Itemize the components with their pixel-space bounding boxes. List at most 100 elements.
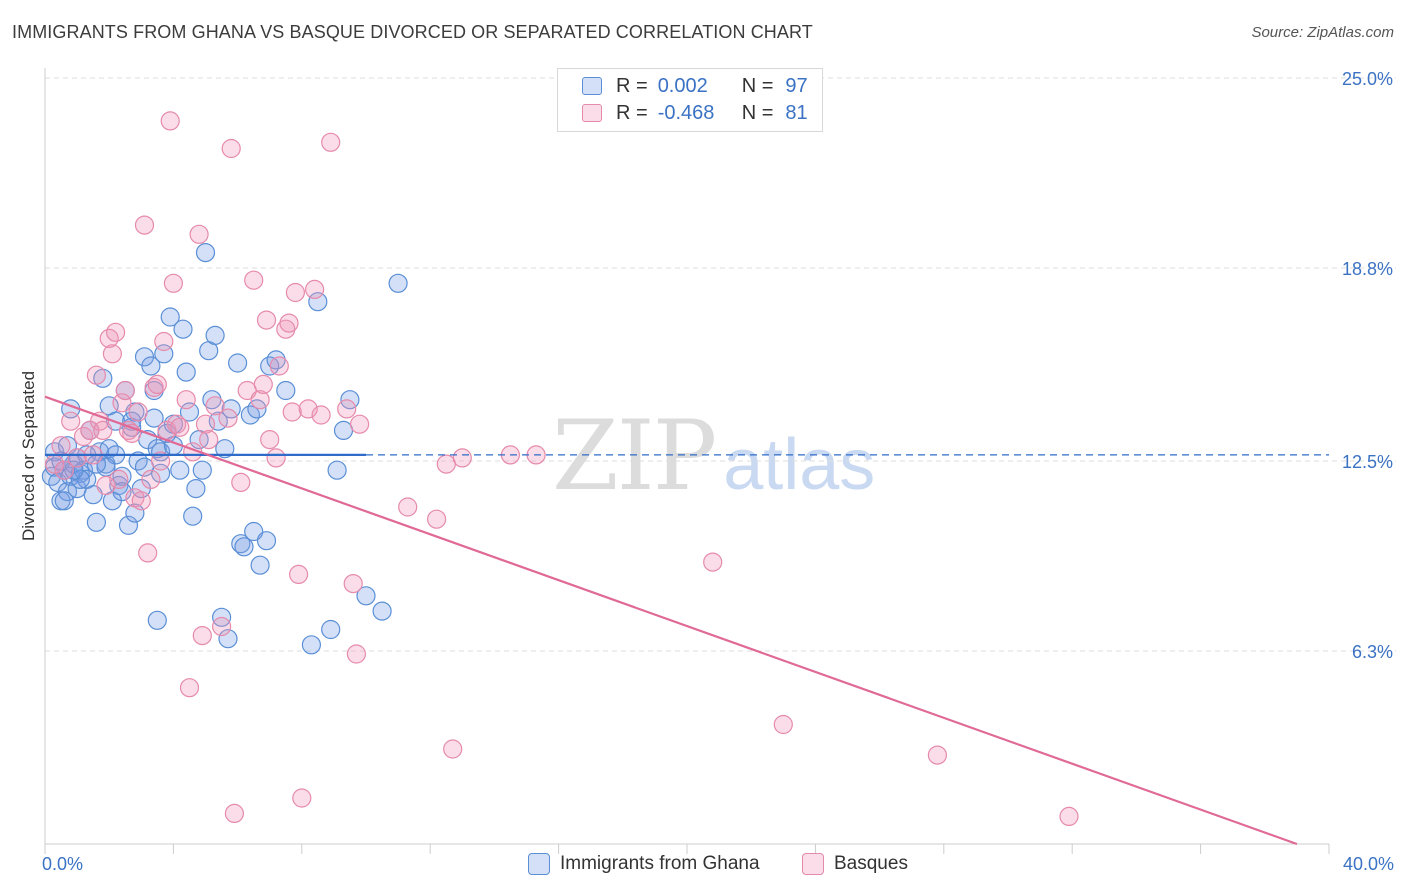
basque-point-15	[109, 469, 129, 489]
legend-r-value: -0.468	[657, 101, 715, 124]
basque-point-51	[253, 374, 273, 394]
basque-point-59	[285, 282, 305, 303]
basque-point-21	[128, 402, 148, 422]
basque-point-17	[115, 380, 135, 401]
basque-point-32	[163, 273, 183, 293]
basque-point-44	[218, 408, 238, 428]
ghana-point-55	[205, 325, 225, 345]
basque-trend-line	[44, 395, 1298, 846]
basque-point-26	[144, 377, 164, 398]
basque-point-67	[343, 573, 363, 594]
ghana-point-62	[231, 534, 251, 554]
stats-legend: R = 0.002 N = 97 R = -0.468 N = 81	[557, 68, 823, 132]
ghana-point-80	[388, 273, 408, 293]
basque-point-13	[102, 344, 123, 364]
legend-n-label: N =	[741, 74, 774, 97]
basque-point-25	[141, 469, 161, 489]
basque-point-46	[224, 803, 244, 824]
basque-point-72	[443, 739, 463, 759]
y-tick-label-2: 18.8%	[1342, 259, 1393, 279]
source-credit: Source: ZipAtlas.com	[1251, 24, 1394, 41]
series-basque-points	[44, 111, 1079, 827]
watermark-atlas: atlas	[723, 425, 876, 505]
basque-point-45	[221, 138, 241, 159]
basque-point-4	[67, 448, 87, 468]
basque-point-28	[151, 451, 171, 471]
ghana-point-76	[333, 420, 354, 440]
basque-point-14	[105, 322, 126, 342]
ghana-point-49	[186, 479, 206, 499]
basque-point-3	[61, 411, 81, 431]
basque-point-71	[427, 509, 447, 529]
basque-point-52	[256, 310, 277, 330]
ghana-point-29	[118, 515, 139, 535]
legend-label-ghana: Immigrants from Ghana	[560, 853, 760, 874]
basque-point-24	[138, 543, 158, 563]
basque-point-22	[131, 491, 151, 511]
legend-n-value: 97	[785, 74, 808, 97]
basque-point-61	[292, 788, 312, 808]
basque-point-50	[250, 390, 270, 410]
ghana-point-19	[86, 512, 107, 532]
ghana-point-51	[192, 460, 212, 480]
basque-point-16	[112, 393, 132, 413]
basque-point-69	[350, 414, 370, 434]
ghana-point-67	[250, 555, 270, 575]
legend-item-basque: Basques	[802, 851, 908, 877]
y-tick-label-0: 6.3%	[1352, 642, 1393, 662]
legend-swatch-ghana	[528, 853, 550, 875]
basque-point-53	[260, 430, 280, 450]
ghana-point-79	[372, 601, 392, 621]
basque-point-64	[311, 405, 331, 425]
basque-point-60	[289, 564, 309, 585]
basque-point-10	[93, 420, 113, 440]
basque-point-65	[321, 132, 341, 152]
ghana-point-58	[215, 439, 235, 459]
x-tick-label-min: 0.0%	[42, 854, 83, 874]
ghana-point-52	[195, 243, 216, 263]
ghana-point-38	[147, 439, 167, 459]
ghana-point-46	[176, 362, 196, 382]
basque-point-54	[266, 448, 286, 468]
basque-point-41	[199, 430, 219, 450]
basque-point-40	[195, 414, 216, 434]
ghana-point-73	[308, 292, 328, 312]
ghana-point-36	[141, 356, 161, 376]
ghana-point-68	[256, 531, 277, 551]
axes	[44, 68, 1330, 854]
watermark-zip: ZIP	[552, 400, 717, 512]
legend-swatch-ghana	[582, 77, 602, 95]
basque-point-36	[179, 678, 200, 698]
basque-point-34	[170, 417, 190, 437]
ghana-point-48	[183, 506, 203, 526]
legend-swatch-basque	[802, 853, 824, 875]
basque-point-49	[244, 270, 264, 290]
y-tick-label-3: 25.0%	[1342, 69, 1393, 89]
basque-point-42	[205, 396, 225, 416]
legend-r-label: R =	[616, 101, 648, 124]
basque-point-47	[231, 472, 251, 492]
basque-point-35	[176, 390, 196, 410]
basque-point-2	[54, 460, 74, 480]
basque-point-68	[346, 644, 366, 664]
ghana-point-63	[234, 537, 254, 557]
ghana-point-72	[301, 635, 321, 655]
basque-point-8	[86, 365, 107, 385]
legend-n-label: N =	[741, 101, 774, 124]
ghana-point-75	[327, 460, 347, 480]
basque-point-23	[134, 215, 155, 235]
basque-point-78	[773, 714, 793, 735]
basque-point-27	[147, 374, 167, 394]
legend-r-label: R =	[616, 74, 648, 97]
ghana-point-89	[125, 503, 145, 523]
ghana-point-45	[173, 319, 193, 339]
ghana-point-59	[218, 629, 238, 649]
basque-point-55	[269, 356, 289, 376]
basque-point-38	[189, 224, 209, 244]
basque-point-80	[1059, 806, 1079, 827]
basque-point-73	[436, 454, 456, 474]
legend-swatch-basque	[582, 104, 602, 122]
basque-point-33	[167, 414, 187, 434]
basque-point-79	[927, 745, 948, 765]
ghana-point-93	[54, 491, 74, 511]
